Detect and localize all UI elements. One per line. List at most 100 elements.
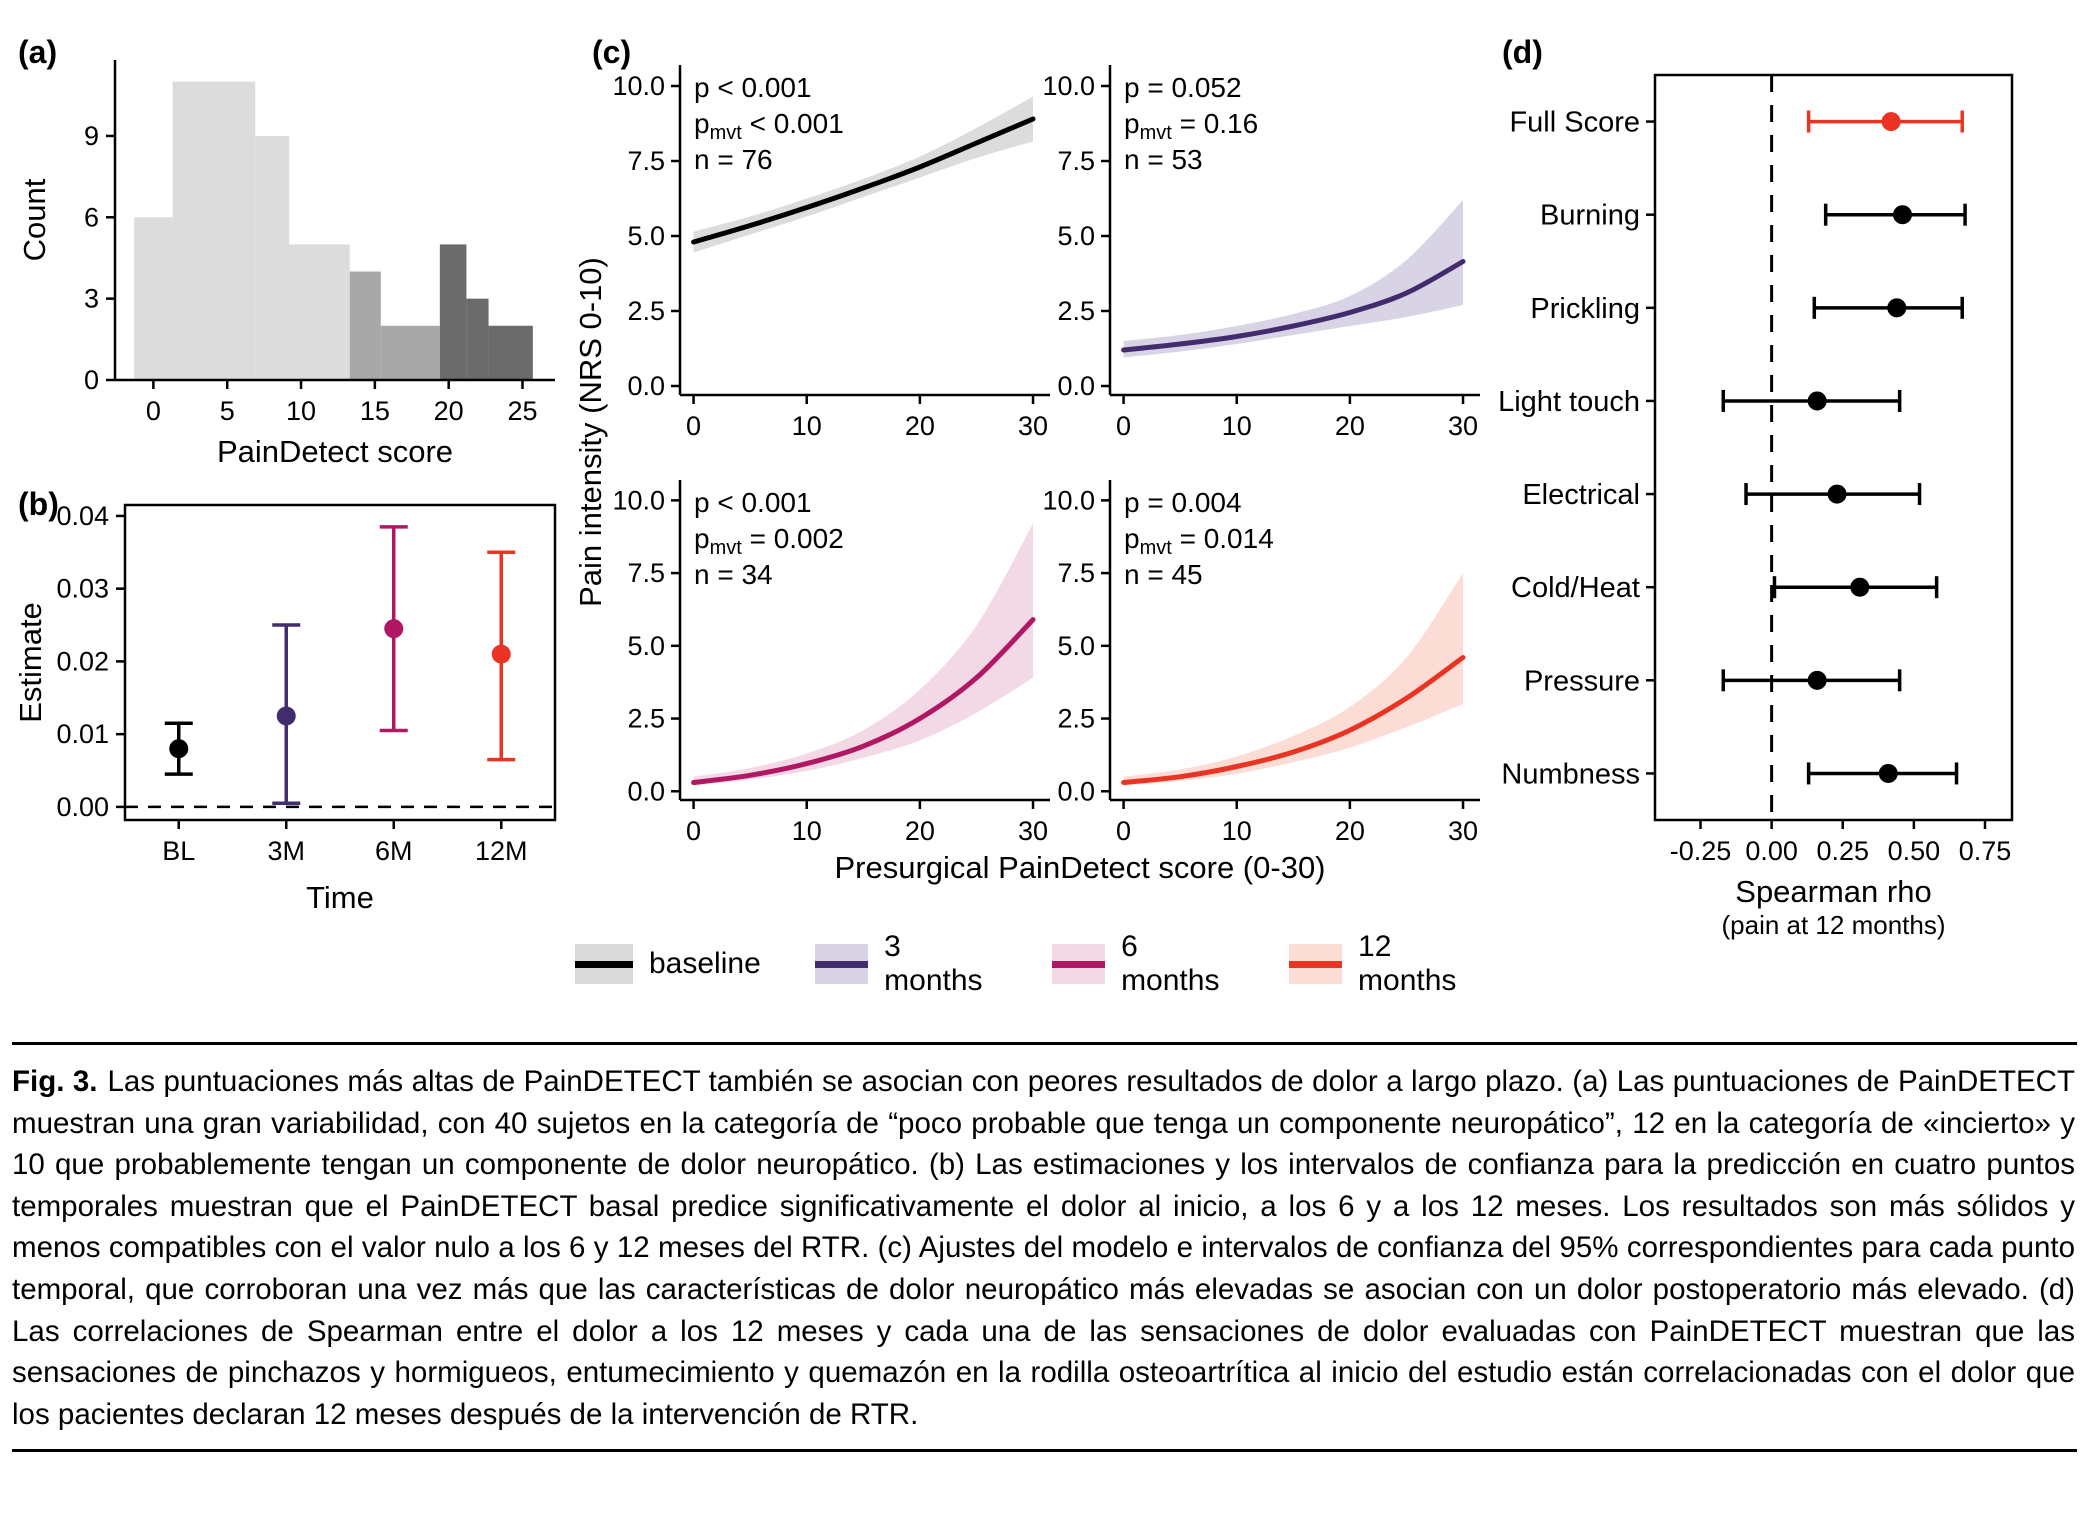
svg-text:Count: Count bbox=[17, 178, 52, 261]
model-fit-grid-svg: 0.0 2.5 5.0 7.5 10.0 0 10 20 30 p < 0.001 pmvt < 0… bbox=[573, 65, 1480, 885]
svg-text:0.0: 0.0 bbox=[1057, 371, 1095, 401]
svg-text:0.02: 0.02 bbox=[56, 646, 109, 676]
svg-text:30: 30 bbox=[1448, 411, 1478, 441]
svg-text:5.0: 5.0 bbox=[1057, 631, 1095, 661]
svg-text:0.0: 0.0 bbox=[627, 776, 665, 806]
svg-text:Time: Time bbox=[306, 880, 374, 915]
svg-text:25: 25 bbox=[507, 396, 537, 426]
three-months-swatch-icon bbox=[814, 944, 869, 984]
legend-label-baseline: baseline bbox=[649, 947, 761, 980]
svg-text:6: 6 bbox=[84, 202, 99, 232]
svg-text:0.75: 0.75 bbox=[1959, 836, 2012, 866]
svg-text:Presurgical PainDetect score (: Presurgical PainDetect score (0-30) bbox=[834, 850, 1325, 885]
twelve-months-swatch-icon bbox=[1288, 944, 1343, 984]
svg-text:Burning: Burning bbox=[1540, 200, 1640, 232]
svg-text:0.50: 0.50 bbox=[1888, 836, 1941, 866]
legend-item-6-months: 6 months bbox=[1051, 930, 1235, 998]
svg-text:0.25: 0.25 bbox=[1816, 836, 1869, 866]
baseline-line-icon bbox=[575, 960, 633, 968]
svg-text:BL: BL bbox=[162, 836, 195, 866]
svg-text:(pain at 12 months): (pain at 12 months) bbox=[1721, 910, 1945, 940]
svg-text:2.5: 2.5 bbox=[1057, 296, 1095, 326]
svg-text:5.0: 5.0 bbox=[627, 221, 665, 251]
svg-text:0: 0 bbox=[1116, 816, 1131, 846]
forest-plot-svg: Full Score Burning Prickling Light touch Ele… bbox=[1498, 73, 2014, 940]
svg-text:10: 10 bbox=[792, 816, 822, 846]
svg-text:6M: 6M bbox=[375, 836, 413, 866]
svg-text:Full Score: Full Score bbox=[1509, 107, 1640, 139]
panel-c-model-fits: 0.0 2.5 5.0 7.5 10.0 0 10 20 30 p < 0.001 pmvt < 0… bbox=[573, 25, 1487, 905]
legend-label-3-months: 3 months bbox=[884, 930, 983, 997]
svg-text:Estimate: Estimate bbox=[15, 602, 48, 723]
svg-text:p = 0.004: p = 0.004 bbox=[1124, 487, 1242, 518]
svg-text:7.5: 7.5 bbox=[627, 146, 665, 176]
svg-text:pmvt = 0.16: pmvt = 0.16 bbox=[1124, 108, 1258, 144]
caption-text: Las puntuaciones más altas de PainDETECT… bbox=[12, 1065, 2076, 1431]
svg-text:-0.25: -0.25 bbox=[1670, 836, 1732, 866]
panel-c-label: (c) bbox=[592, 34, 632, 70]
svg-text:Light touch: Light touch bbox=[1498, 386, 1640, 418]
svg-text:10.0: 10.0 bbox=[612, 485, 665, 515]
svg-text:n = 53: n = 53 bbox=[1124, 144, 1203, 175]
svg-text:Electrical: Electrical bbox=[1522, 479, 1640, 511]
legend-item-3-months: 3 months bbox=[814, 930, 998, 998]
svg-text:n = 76: n = 76 bbox=[694, 144, 773, 175]
panel-b-label: (b) bbox=[18, 486, 59, 522]
svg-text:Spearman rho: Spearman rho bbox=[1735, 874, 1931, 909]
svg-text:n = 45: n = 45 bbox=[1124, 559, 1203, 590]
svg-text:Cold/Heat: Cold/Heat bbox=[1511, 572, 1640, 604]
svg-text:20: 20 bbox=[434, 396, 464, 426]
svg-text:30: 30 bbox=[1018, 411, 1048, 441]
svg-text:p < 0.001: p < 0.001 bbox=[694, 487, 812, 518]
svg-text:2.5: 2.5 bbox=[627, 704, 665, 734]
svg-text:9: 9 bbox=[84, 121, 99, 151]
svg-text:10.0: 10.0 bbox=[1042, 71, 1095, 101]
svg-text:Prickling: Prickling bbox=[1530, 293, 1640, 325]
svg-text:12M: 12M bbox=[475, 836, 528, 866]
svg-text:0.03: 0.03 bbox=[56, 574, 109, 604]
svg-text:2.5: 2.5 bbox=[1057, 704, 1095, 734]
svg-text:30: 30 bbox=[1018, 816, 1048, 846]
panel-d-forest: Full Score Burning Prickling Light touch Ele… bbox=[1490, 25, 2085, 945]
legend-label-6-months: 6 months bbox=[1121, 930, 1220, 997]
svg-text:10: 10 bbox=[286, 396, 316, 426]
svg-text:p = 0.052: p = 0.052 bbox=[1124, 72, 1242, 103]
svg-text:0.0: 0.0 bbox=[627, 371, 665, 401]
svg-text:0: 0 bbox=[686, 816, 701, 846]
baseline-swatch-icon bbox=[575, 944, 633, 984]
figure-tag: Fig. 3. bbox=[12, 1065, 98, 1098]
svg-text:7.5: 7.5 bbox=[1057, 146, 1095, 176]
estimate-plot-svg: 0.00 0.01 0.02 0.03 0.04 BL 3M 6M 12M Time Estimat… bbox=[13, 501, 557, 915]
svg-text:2.5: 2.5 bbox=[627, 296, 665, 326]
series-legend: baseline 3 months 6 months 12 months bbox=[575, 930, 1487, 998]
svg-text:0: 0 bbox=[686, 411, 701, 441]
svg-text:20: 20 bbox=[905, 816, 935, 846]
svg-text:0.00: 0.00 bbox=[1745, 836, 1798, 866]
svg-text:5.0: 5.0 bbox=[627, 631, 665, 661]
legend-item-12-months: 12 months bbox=[1288, 930, 1487, 998]
svg-text:0.04: 0.04 bbox=[56, 501, 109, 531]
svg-text:20: 20 bbox=[905, 411, 935, 441]
svg-text:20: 20 bbox=[1335, 816, 1365, 846]
svg-text:5: 5 bbox=[220, 396, 235, 426]
svg-text:p < 0.001: p < 0.001 bbox=[694, 72, 812, 103]
svg-text:3M: 3M bbox=[267, 836, 305, 866]
twelve-months-line-icon bbox=[1288, 960, 1343, 968]
legend-label-12-months: 12 months bbox=[1358, 930, 1457, 997]
svg-text:7.5: 7.5 bbox=[627, 558, 665, 588]
svg-text:10.0: 10.0 bbox=[1042, 485, 1095, 515]
svg-text:Numbness: Numbness bbox=[1501, 758, 1640, 790]
svg-text:n = 34: n = 34 bbox=[694, 559, 773, 590]
svg-text:PainDetect score: PainDetect score bbox=[217, 434, 453, 469]
three-months-line-icon bbox=[814, 960, 869, 968]
svg-text:5.0: 5.0 bbox=[1057, 221, 1095, 251]
histogram-svg: 0 3 6 9 0 5 10 15 20 25 PainDetect score Count bbox=[17, 60, 555, 469]
six-months-swatch-icon bbox=[1051, 944, 1106, 984]
panel-a-label: (a) bbox=[18, 34, 58, 70]
svg-text:10: 10 bbox=[1222, 816, 1252, 846]
svg-text:7.5: 7.5 bbox=[1057, 558, 1095, 588]
panel-b-estimates: 0.00 0.01 0.02 0.03 0.04 BL 3M 6M 12M Time Estimat… bbox=[13, 480, 565, 935]
svg-text:pmvt < 0.001: pmvt < 0.001 bbox=[694, 108, 844, 144]
svg-text:10.0: 10.0 bbox=[612, 71, 665, 101]
